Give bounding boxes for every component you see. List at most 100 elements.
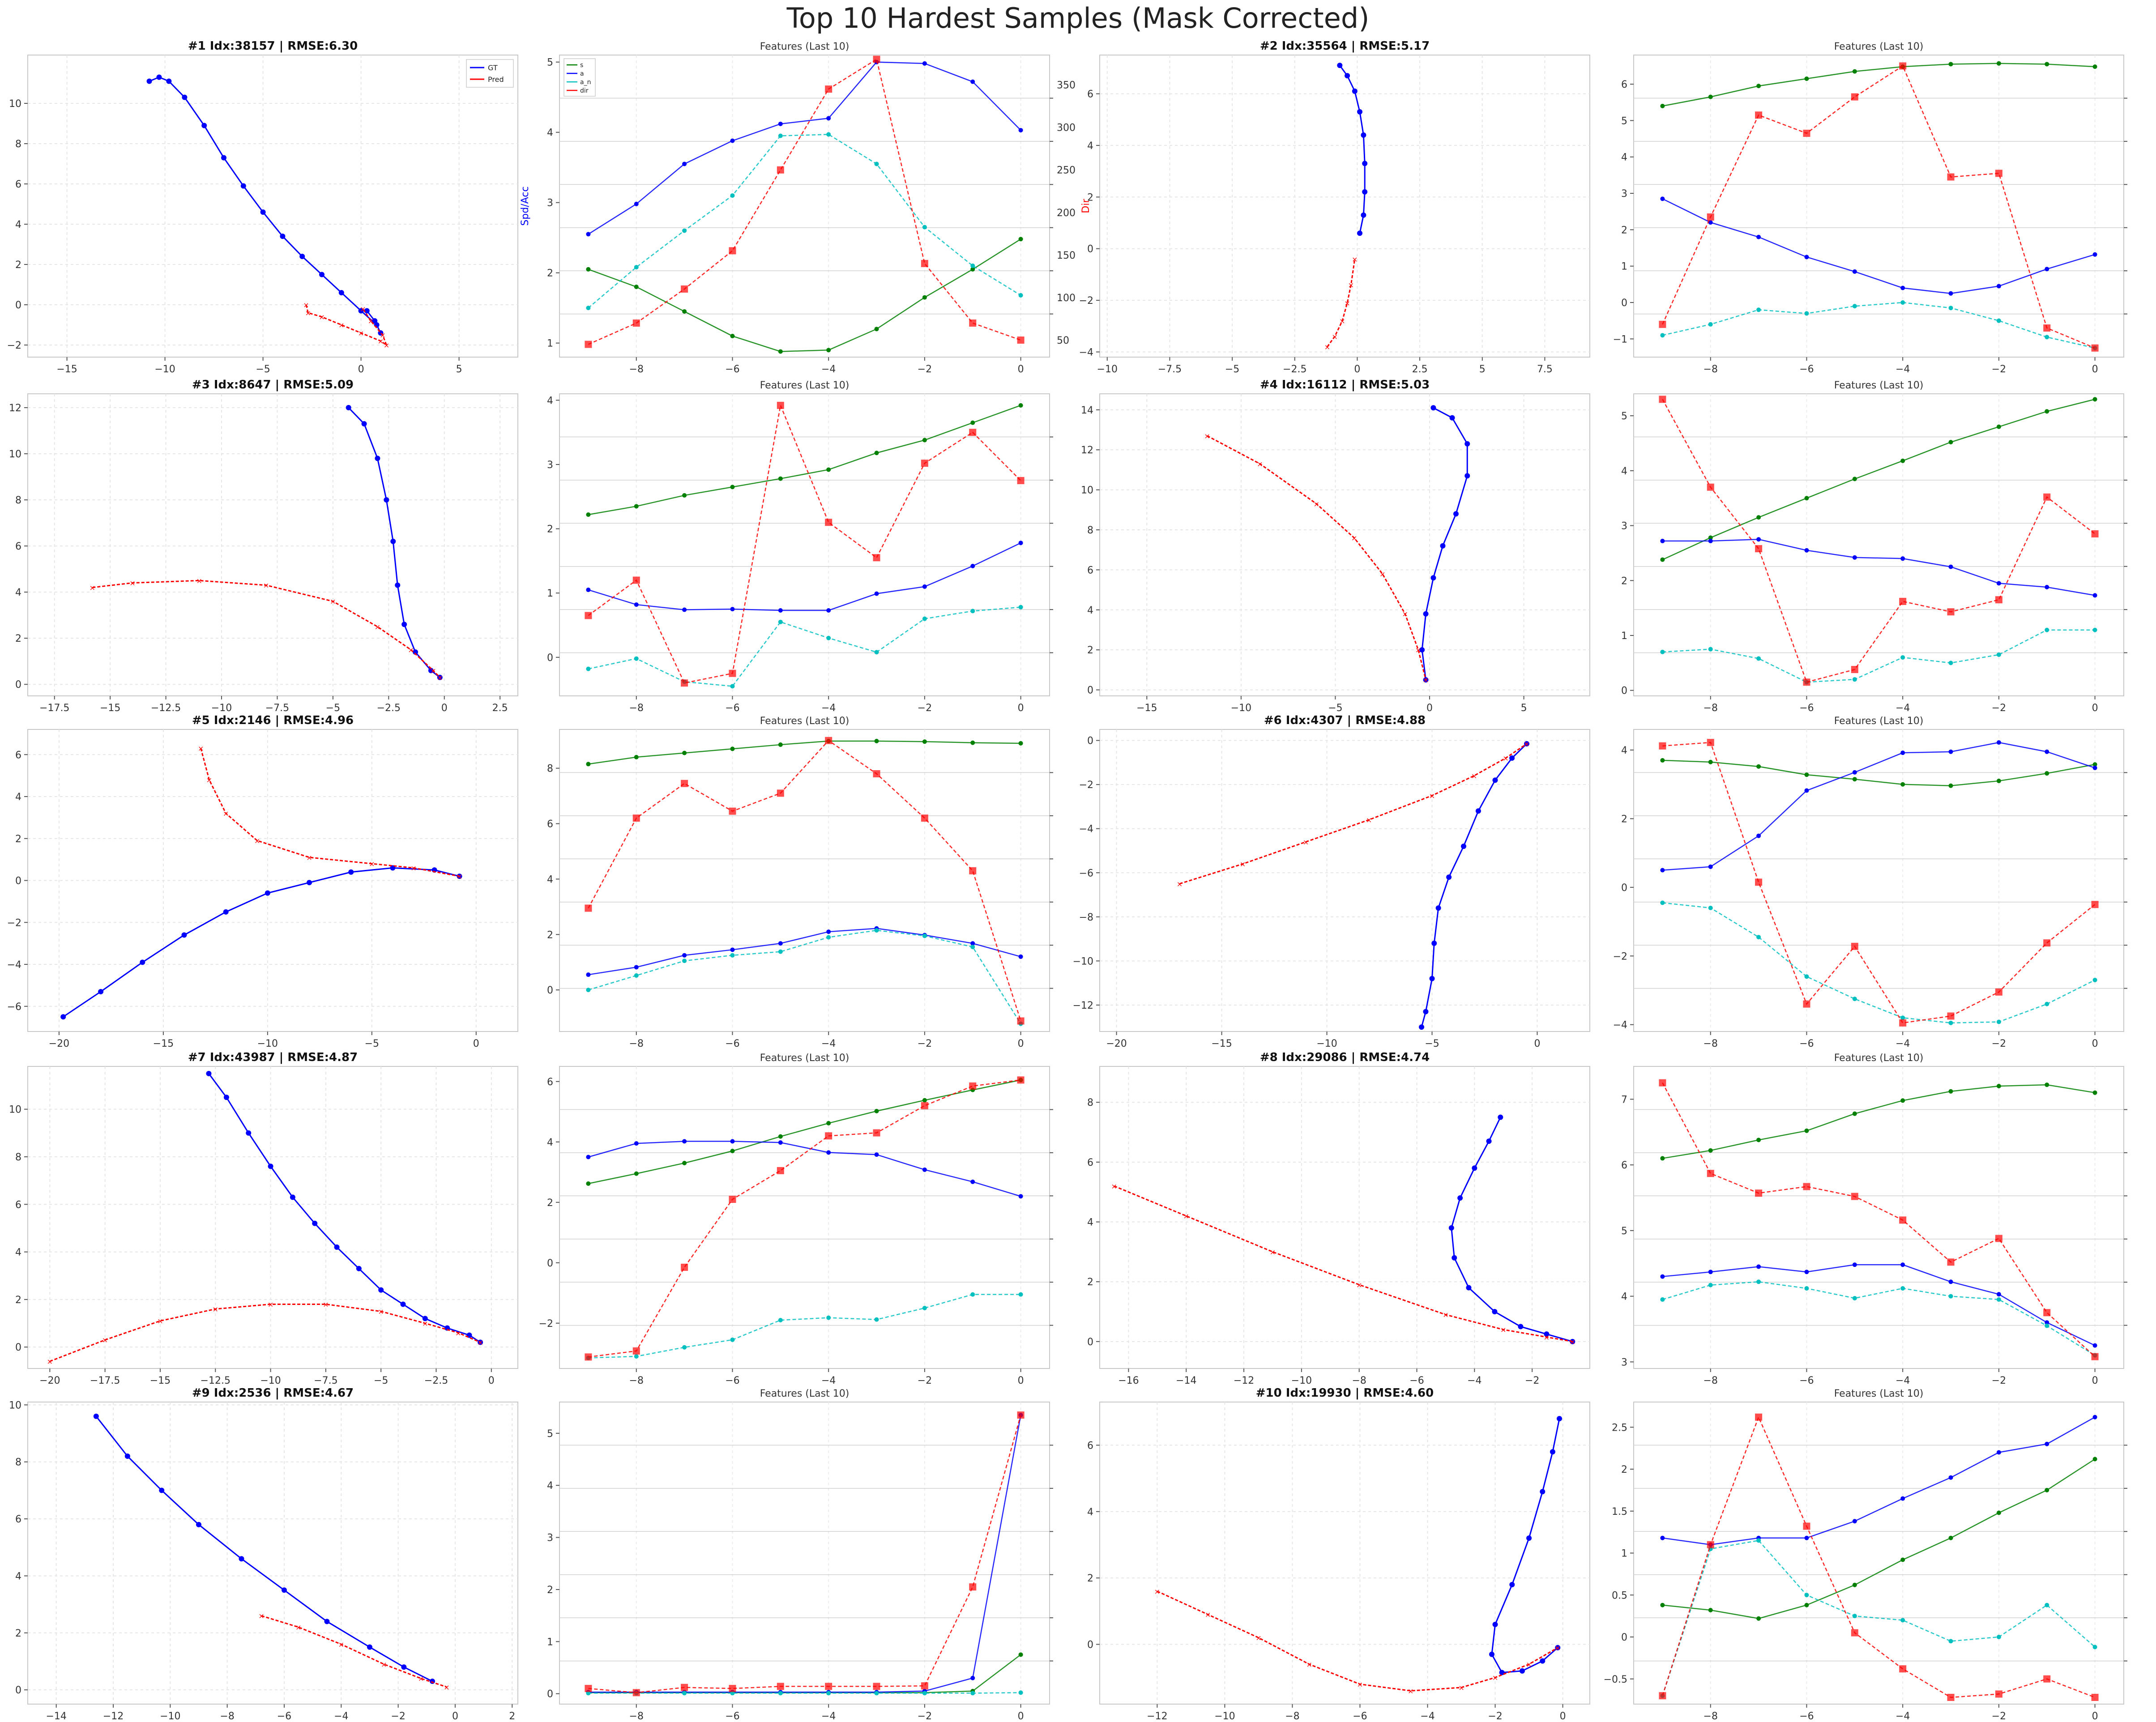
- gt-point: [1435, 905, 1441, 911]
- series-s-point: [682, 1161, 687, 1165]
- series-a_n-line: [1662, 302, 2095, 349]
- x-tick-label: −12.5: [151, 703, 181, 714]
- pred-point: ×: [375, 622, 380, 631]
- series-a-point: [1948, 564, 1953, 569]
- x-tick-label: −6: [1353, 1711, 1367, 1722]
- trajectory-panel: −12 −10 −8 −6 −4 −2 0 0 2 4 6 #10 Idx:19930 | RMSE:…: [1087, 1386, 1590, 1722]
- series-a_n-point: [2092, 977, 2097, 982]
- x-tick-label: −6: [725, 1038, 739, 1049]
- series-dir-point: [1659, 1079, 1666, 1087]
- x-tick-label: 0: [1018, 1038, 1024, 1049]
- panel-title: Features (Last 10): [1834, 716, 1924, 727]
- y-tick-label: 10: [9, 449, 21, 460]
- series-a-point: [970, 563, 975, 568]
- series-dir-line: [1662, 742, 2096, 1024]
- series-dir-point: [729, 247, 736, 255]
- series-a-line: [588, 1141, 1021, 1197]
- series-a-point: [922, 1167, 927, 1172]
- x-tick-label: −12: [1147, 1711, 1167, 1722]
- gt-point: [1423, 1009, 1429, 1014]
- series-a_n-point: [922, 225, 927, 230]
- series-a-point: [2092, 593, 2097, 598]
- series-s-point: [970, 420, 975, 425]
- gt-point: [428, 668, 434, 673]
- y-tick-label: 1: [1621, 631, 1627, 642]
- series-s-point: [922, 438, 927, 443]
- panel-title: #2 Idx:35564 | RMSE:5.17: [1260, 39, 1430, 53]
- x-tick-label: 0: [2092, 364, 2098, 375]
- gt-point: [401, 1664, 407, 1670]
- series-s-point: [730, 333, 735, 338]
- series-dir-point: [1995, 596, 2002, 604]
- series-dir-line: [1662, 1415, 2096, 1698]
- series-a_n-point: [1018, 605, 1023, 610]
- pred-point: ×: [1555, 1644, 1561, 1652]
- pred-point: ×: [1303, 838, 1309, 846]
- series-a_n-line: [1662, 1281, 2096, 1356]
- feature-panel: −8 −6 −4 −2 0 0 1 2 3 4 5 Features (Last 10): [1621, 380, 2127, 714]
- series-a-point: [730, 947, 735, 952]
- gt-point: [196, 1522, 201, 1527]
- series-s-point: [1756, 84, 1761, 89]
- series-dir-point: [921, 814, 928, 822]
- x-tick-label: 0: [1426, 703, 1433, 714]
- series-a_n-point: [826, 1315, 831, 1320]
- x-tick-label: −20: [1106, 1038, 1127, 1049]
- y-tick-label: 4: [1087, 141, 1093, 152]
- series-dir-point: [1947, 1694, 1955, 1701]
- y-tick-label: 2: [1621, 814, 1627, 825]
- gt-point: [1475, 808, 1481, 814]
- series-s-line: [1662, 63, 2095, 107]
- legend-label: a_n: [580, 79, 591, 86]
- series-a-line: [1662, 538, 2095, 596]
- pred-point: ×: [1352, 255, 1358, 264]
- series-s-point: [682, 750, 687, 755]
- series-a-point: [586, 1155, 591, 1159]
- y-tick-label: 2: [1621, 225, 1627, 236]
- x-tick-label: −6: [277, 1711, 291, 1722]
- series-dir-point: [825, 85, 833, 93]
- y-tick-label: 5: [1621, 411, 1627, 422]
- right-tick-label: 50: [1057, 335, 1069, 346]
- series-s-point: [586, 267, 591, 272]
- y-tick-label: 10: [9, 1400, 21, 1411]
- feature-panel: −8 −6 −4 −2 0 3 4 5 6 7 Features (Last 10): [1621, 1053, 2127, 1386]
- y-tick-label: 1: [1621, 261, 1627, 273]
- gt-point: [413, 649, 418, 655]
- y-tick-label: −6: [7, 1002, 21, 1013]
- trajectory-panel: −16 −14 −12 −10 −8 −6 −4 −2 0 2 4 6 8 #8 Idx:29086 | …: [1087, 1051, 1590, 1386]
- plot-frame: [1099, 1066, 1590, 1369]
- gt-point: [1457, 1195, 1463, 1201]
- y-tick-label: −2: [1079, 780, 1093, 791]
- series-dir-point: [681, 1684, 688, 1691]
- series-dir-point: [1947, 173, 1955, 181]
- pred-point: ×: [1255, 1634, 1261, 1642]
- series-a_n-point: [1708, 647, 1713, 652]
- panel-title: #1 Idx:38157 | RMSE:6.30: [188, 39, 358, 53]
- series-dir-point: [1851, 1629, 1858, 1637]
- y-tick-label: 8: [547, 763, 553, 775]
- x-tick-label: −12: [103, 1711, 124, 1722]
- series-a_n-point: [1996, 318, 2001, 323]
- series-a-point: [2092, 252, 2097, 257]
- series-dir-point: [969, 1082, 977, 1090]
- y-tick-label: 4: [547, 395, 553, 406]
- pred-point: ×: [1240, 860, 1246, 869]
- panel-title: #3 Idx:8647 | RMSE:5.09: [192, 378, 354, 392]
- series-a_n-point: [1852, 1614, 1857, 1619]
- y-tick-label: 5: [1621, 115, 1627, 127]
- x-tick-label: −8: [629, 703, 644, 714]
- series-a-line: [588, 542, 1021, 611]
- y-tick-label: 4: [1087, 1217, 1093, 1228]
- series-s-point: [1852, 69, 1857, 74]
- series-s-point: [1660, 758, 1665, 763]
- gt-point: [422, 1316, 428, 1321]
- pred-point: ×: [196, 576, 202, 585]
- y-tick-label: 8: [15, 1152, 21, 1163]
- gt-point: [1449, 415, 1455, 421]
- series-a-point: [634, 965, 639, 970]
- series-dir-point: [585, 1685, 592, 1692]
- series-dir-point: [825, 1683, 833, 1690]
- series-dir-point: [681, 780, 688, 787]
- y-tick-label: 0.5: [1612, 1590, 1627, 1601]
